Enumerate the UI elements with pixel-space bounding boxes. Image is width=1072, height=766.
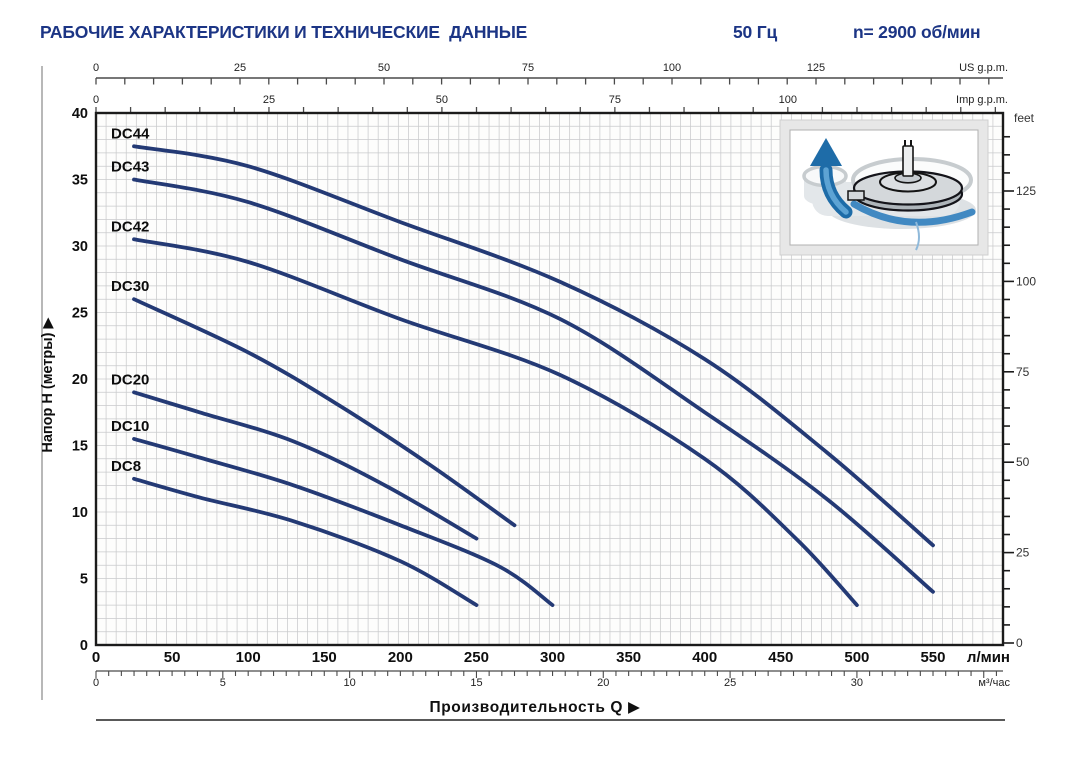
curves-group: DC44 DC43 DC42 DC30 DC20 DC10 DC8 [111, 125, 935, 607]
imp-gpm-tick-label: 50 [436, 94, 448, 106]
curve-DC20 [132, 390, 479, 541]
head-tick-label: 40 [72, 106, 88, 122]
imp-gpm-tick-label: 0 [93, 94, 99, 106]
impeller-shaft [902, 145, 914, 177]
water-trickle [915, 221, 920, 251]
imp-gpm-tick-label: 75 [609, 94, 621, 106]
lpm-tick-label: 300 [540, 649, 565, 666]
m3h-tick-label: 5 [220, 677, 226, 689]
lpm-unit-label: л/мин [967, 649, 1010, 666]
curve-DC10 [132, 437, 555, 607]
us-gpm-tick-label: 50 [378, 62, 390, 74]
curve-DC43 [132, 177, 935, 594]
lpm-tick-label: 50 [164, 649, 181, 666]
speed-label: n= 2900 об/мин [853, 22, 981, 42]
us-gpm-unit-label: US g.p.m. [959, 62, 1008, 74]
flow-arrow-highlight [823, 167, 849, 215]
curve-DC8 [132, 476, 479, 607]
lpm-tick-label: 100 [236, 649, 261, 666]
head-tick-label: 15 [72, 439, 88, 455]
feet-tick-label: 0 [1016, 636, 1023, 650]
water-swoosh [850, 200, 976, 226]
us-gpm-axis: 0 25 50 75 100 125 US g.p.m. [93, 62, 1008, 85]
head-tick-label: 30 [72, 239, 88, 255]
m3h-tick-label: 10 [344, 677, 356, 689]
us-gpm-tick-label: 25 [234, 62, 246, 74]
curve-label-DC44: DC44 [111, 125, 150, 142]
impeller-drawing [802, 138, 976, 251]
us-gpm-tick-label: 125 [807, 62, 825, 74]
inset-illustration [779, 119, 989, 256]
m3h-tick-label: 20 [597, 677, 609, 689]
imp-gpm-axis: 0 25 50 75 100 Imp g.p.m. [93, 94, 1008, 113]
m3h-unit-label: м³/час [978, 677, 1010, 689]
head-tick-label: 25 [72, 306, 88, 322]
curve-label-DC20: DC20 [111, 371, 149, 388]
lpm-tick-label: 500 [844, 649, 869, 666]
m3h-tick-label: 15 [470, 677, 482, 689]
feet-tick-label: 75 [1016, 365, 1030, 379]
lpm-tick-label: 200 [388, 649, 413, 666]
imp-gpm-unit-label: Imp g.p.m. [956, 94, 1008, 106]
flow-axis-title: Производительность Q ▶ [429, 699, 640, 716]
frequency-label: 50 Гц [733, 22, 778, 42]
curve-label-DC30: DC30 [111, 278, 149, 295]
curve-DC42 [132, 237, 859, 607]
lpm-tick-label: 350 [616, 649, 641, 666]
curve-label-DC10: DC10 [111, 418, 149, 435]
shaft-fork [904, 140, 912, 146]
curve-DC44 [132, 144, 935, 548]
m3h-axis: 0 5 10 15 20 25 30 м³/час [93, 670, 1010, 689]
head-tick-label: 20 [72, 372, 88, 388]
feet-tick-label: 50 [1016, 455, 1030, 469]
curve-label-DC42: DC42 [111, 218, 149, 235]
us-gpm-tick-label: 100 [663, 62, 681, 74]
feet-axis: 0 25 50 75 100 125 feet [1003, 111, 1036, 650]
lpm-tick-label: 0 [92, 649, 100, 666]
feet-tick-label: 100 [1016, 274, 1036, 288]
head-axis: 0 5 10 15 20 25 30 35 40 Напор H (метры) ▶ [40, 106, 88, 654]
imp-gpm-tick-label: 100 [779, 94, 797, 106]
lpm-tick-label: 250 [464, 649, 489, 666]
m3h-tick-label: 30 [851, 677, 863, 689]
lpm-tick-label: 550 [920, 649, 945, 666]
m3h-tick-label: 0 [93, 677, 99, 689]
lpm-tick-label: 450 [768, 649, 793, 666]
page-title: РАБОЧИЕ ХАРАКТЕРИСТИКИ И ТЕХНИЧЕСКИЕ ДАН… [40, 22, 528, 42]
feet-tick-label: 125 [1016, 184, 1036, 198]
imp-gpm-tick-label: 25 [263, 94, 275, 106]
plot-border [94, 111, 1005, 647]
head-tick-label: 0 [80, 638, 88, 654]
lpm-axis: 0 50 100 150 200 250 300 350 400 450 500 550 л/мин [92, 649, 1010, 666]
head-axis-title: Напор H (метры) ▶ [40, 317, 56, 453]
feet-tick-label: 25 [1016, 546, 1030, 560]
curve-label-DC8: DC8 [111, 458, 141, 475]
head-tick-label: 10 [72, 505, 88, 521]
us-gpm-tick-label: 0 [93, 62, 99, 74]
us-gpm-tick-label: 75 [522, 62, 534, 74]
head-tick-label: 35 [72, 173, 88, 189]
feet-unit-label: feet [1014, 111, 1035, 125]
flow-arrow-head [810, 138, 842, 166]
head-tick-label: 5 [80, 572, 88, 588]
curve-DC30 [132, 297, 517, 528]
m3h-tick-label: 25 [724, 677, 736, 689]
lpm-tick-label: 400 [692, 649, 717, 666]
impeller-notch [847, 190, 865, 201]
curve-label-DC43: DC43 [111, 159, 149, 176]
lpm-tick-label: 150 [312, 649, 337, 666]
